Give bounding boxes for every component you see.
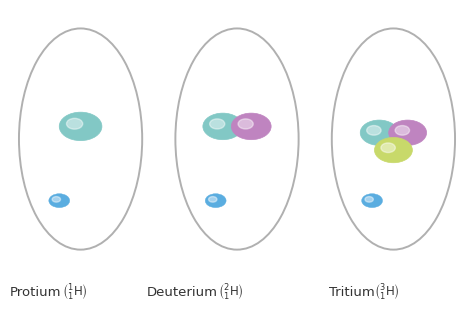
Text: Tritium: Tritium bbox=[328, 286, 374, 299]
Text: $\left({}^{2}_{1}\mathrm{H}\right)$: $\left({}^{2}_{1}\mathrm{H}\right)$ bbox=[218, 283, 244, 302]
Circle shape bbox=[374, 137, 412, 163]
Circle shape bbox=[360, 120, 398, 145]
Circle shape bbox=[210, 119, 225, 129]
Circle shape bbox=[49, 194, 70, 208]
Circle shape bbox=[381, 143, 395, 153]
Circle shape bbox=[367, 125, 381, 135]
Circle shape bbox=[365, 197, 374, 202]
Text: Deuterium: Deuterium bbox=[147, 286, 218, 299]
Circle shape bbox=[362, 194, 383, 208]
Circle shape bbox=[66, 118, 83, 129]
Circle shape bbox=[231, 113, 271, 140]
Circle shape bbox=[209, 197, 217, 202]
Text: $\left({}^{1}_{1}\mathrm{H}\right)$: $\left({}^{1}_{1}\mathrm{H}\right)$ bbox=[62, 283, 87, 302]
Text: Protium: Protium bbox=[10, 286, 62, 299]
Circle shape bbox=[205, 194, 226, 208]
Circle shape bbox=[203, 113, 243, 140]
Circle shape bbox=[238, 119, 253, 129]
Circle shape bbox=[59, 112, 102, 141]
Circle shape bbox=[395, 125, 410, 135]
Circle shape bbox=[389, 120, 427, 145]
Text: $\left({}^{3}_{1}\mathrm{H}\right)$: $\left({}^{3}_{1}\mathrm{H}\right)$ bbox=[374, 283, 400, 302]
Circle shape bbox=[52, 197, 61, 202]
